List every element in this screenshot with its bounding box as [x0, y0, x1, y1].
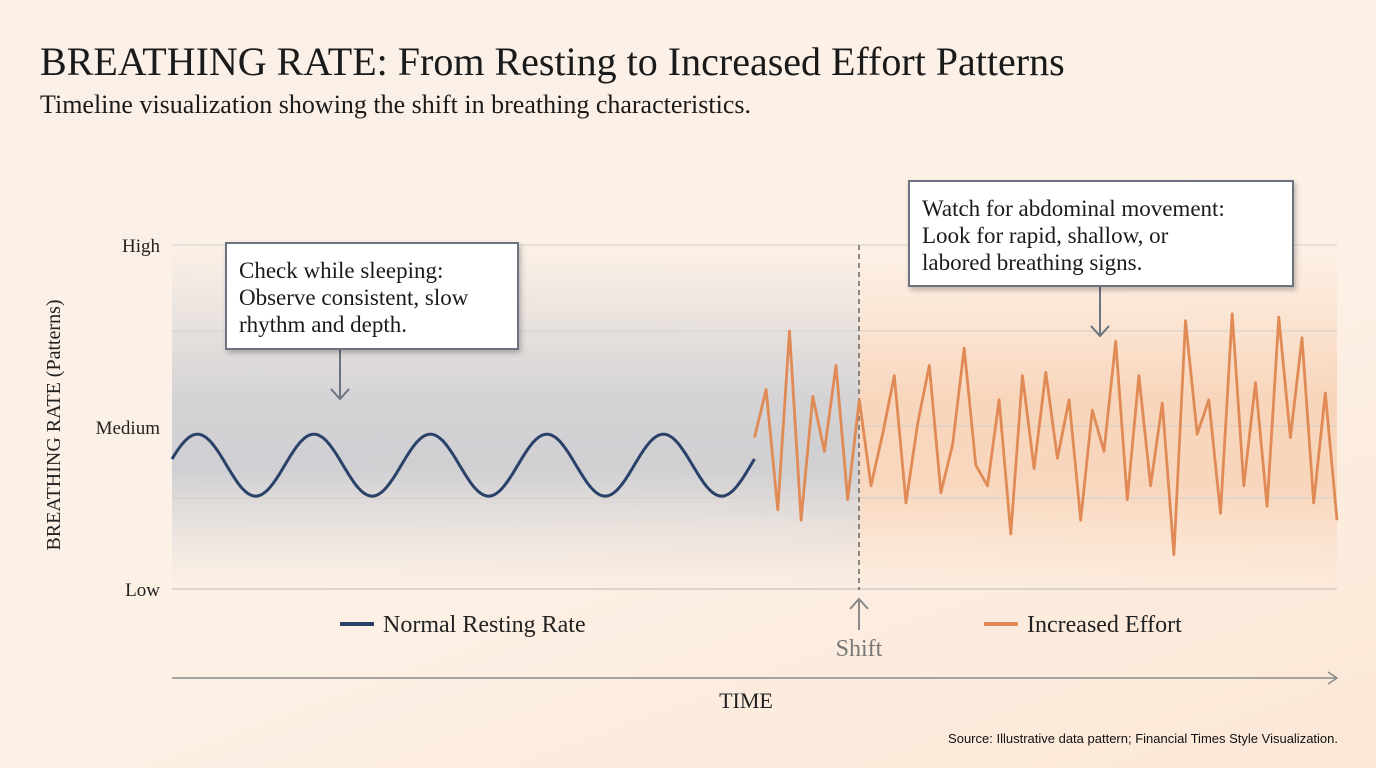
- source-note: Source: Illustrative data pattern; Finan…: [948, 731, 1338, 746]
- callout-line: rhythm and depth.: [239, 312, 407, 337]
- y-tick-medium: Medium: [96, 418, 161, 439]
- callout-line: labored breathing signs.: [922, 250, 1143, 275]
- callout-line: Look for rapid, shallow, or: [922, 223, 1169, 248]
- x-axis-label: TIME: [719, 688, 773, 713]
- y-axis-label: BREATHING RATE (Patterns): [43, 299, 65, 550]
- chart-title: BREATHING RATE: From Resting to Increase…: [40, 39, 1065, 84]
- shift-arrowhead: [849, 597, 869, 610]
- y-tick-low: Low: [125, 580, 160, 601]
- effort-region-band: [859, 245, 1337, 590]
- legend-label-effort: Increased Effort: [1027, 612, 1182, 638]
- callout-line: Watch for abdominal movement:: [922, 196, 1225, 221]
- callout-left-arrowhead: [330, 388, 350, 401]
- series-line-normal-resting-rate: [170, 432, 756, 498]
- annotation-callout-abdominal: Watch for abdominal movement: Look for r…: [908, 180, 1294, 287]
- callout-line: Check while sleeping:: [239, 258, 444, 283]
- y-tick-high: High: [122, 236, 161, 257]
- annotation-callout-sleeping: Check while sleeping: Observe consistent…: [225, 242, 519, 350]
- series-line-increased-effort: [753, 312, 1339, 556]
- callout-line: Observe consistent, slow: [239, 285, 469, 310]
- shift-label: Shift: [836, 636, 883, 662]
- legend-label-normal: Normal Resting Rate: [383, 612, 586, 638]
- callout-right-arrowhead: [1090, 325, 1110, 338]
- time-axis-arrowhead: [1327, 671, 1339, 685]
- chart-subtitle: Timeline visualization showing the shift…: [40, 90, 752, 119]
